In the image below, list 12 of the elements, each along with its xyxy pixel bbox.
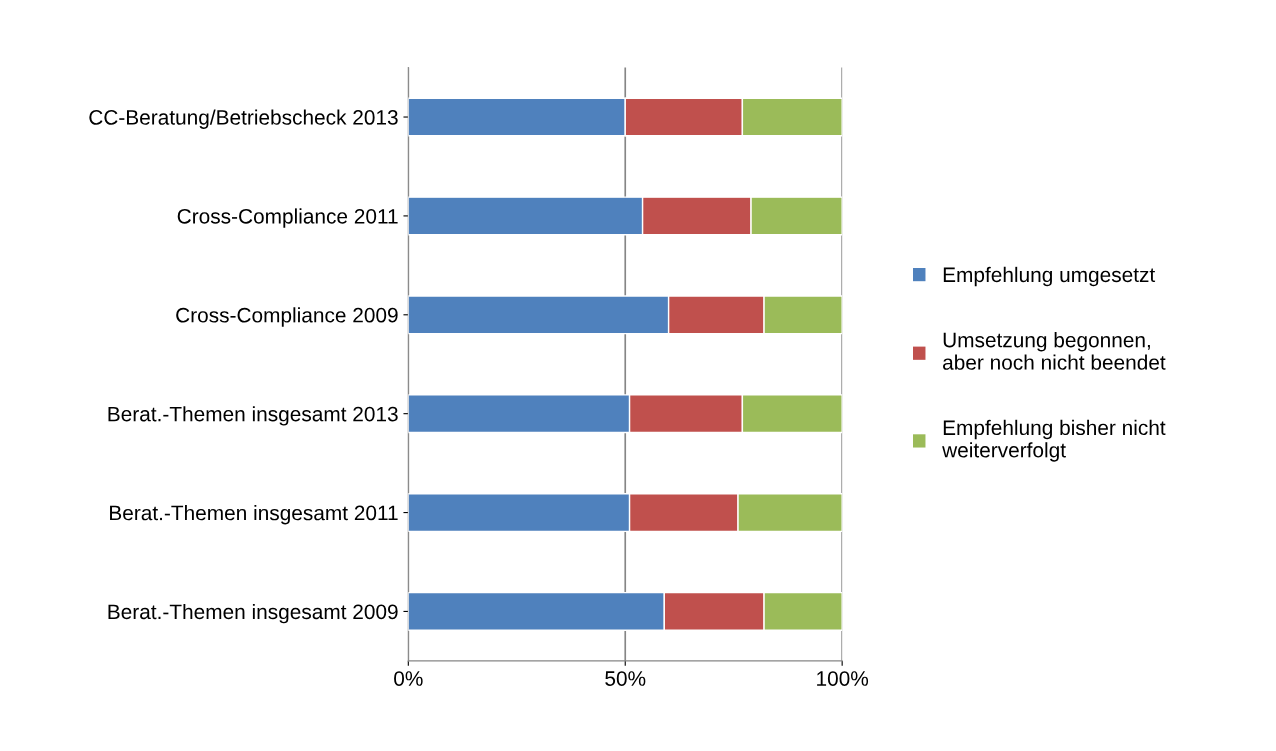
y-tick-label: Berat.-Themen insgesamt 2009 [108,603,398,624]
x-tick-label: 0% [394,671,423,686]
y-tick-label: Cross-Compliance 2011 [177,208,398,228]
y-tick-label: Berat.-Themen insgesamt 2013 [108,406,398,426]
y-tick-label: Berat.-Themen insgesamt 2011 [110,505,398,525]
legend-label: Umsetzung begonnen, aber noch nicht beendet [943,332,1166,370]
legend-label: Empfehlung umgesetzt [943,266,1156,287]
y-tick-label: Cross-Compliance 2009 [176,307,398,327]
y-tick-label: CC-Beratung/Betriebscheck 2013 [89,109,398,129]
x-tick-label: 50% [605,671,646,686]
legend-label: Empfehlung bisher nicht weiterverfolgt [942,419,1166,462]
x-tick-label: 100% [817,671,869,686]
